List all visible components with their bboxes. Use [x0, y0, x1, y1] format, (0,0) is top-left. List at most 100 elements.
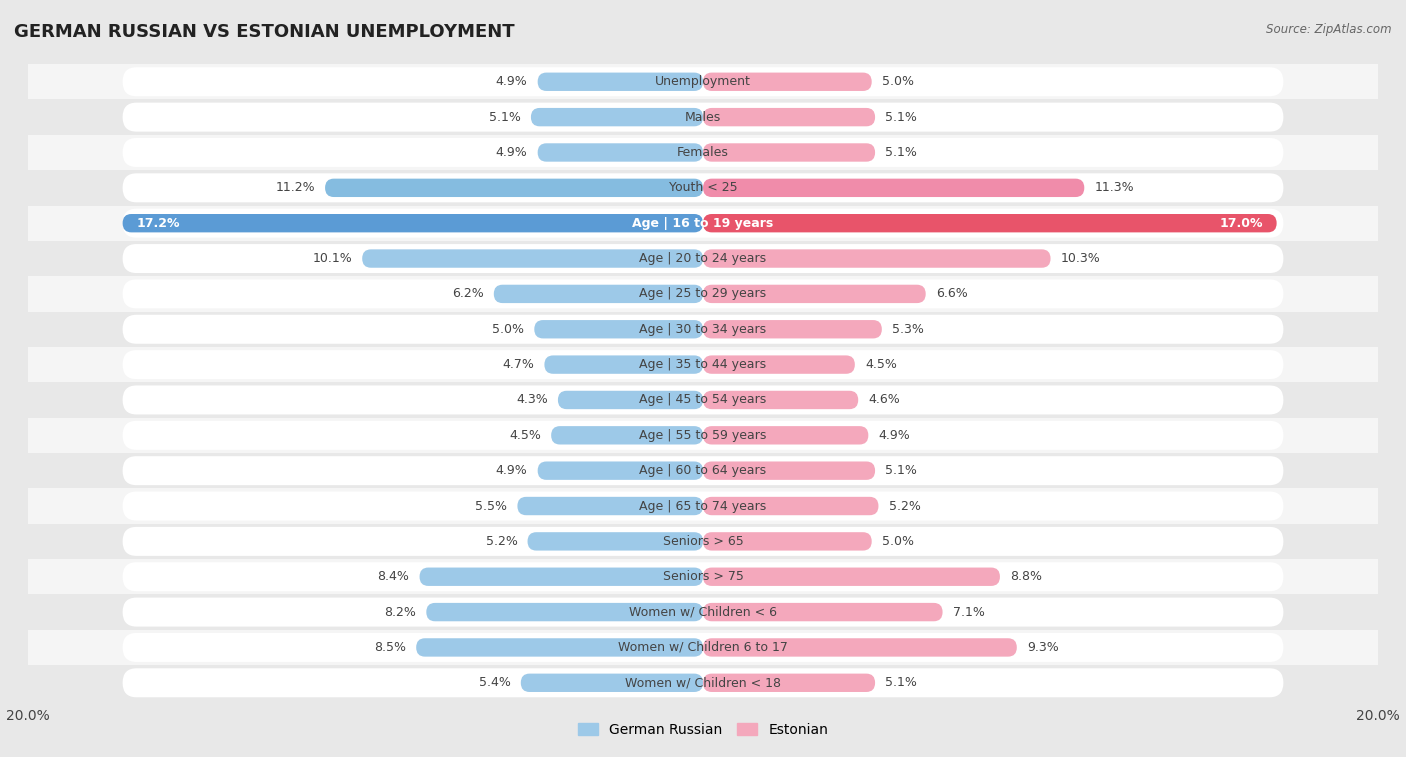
- Bar: [28, 418, 1378, 453]
- FancyBboxPatch shape: [419, 568, 703, 586]
- Bar: [28, 382, 1378, 418]
- Text: 4.5%: 4.5%: [865, 358, 897, 371]
- FancyBboxPatch shape: [703, 568, 1000, 586]
- FancyBboxPatch shape: [544, 356, 703, 374]
- FancyBboxPatch shape: [122, 385, 1284, 415]
- FancyBboxPatch shape: [363, 249, 703, 268]
- FancyBboxPatch shape: [426, 603, 703, 621]
- Bar: [28, 665, 1378, 700]
- FancyBboxPatch shape: [122, 350, 1284, 379]
- Text: 4.9%: 4.9%: [496, 75, 527, 89]
- Bar: [28, 312, 1378, 347]
- Text: Age | 20 to 24 years: Age | 20 to 24 years: [640, 252, 766, 265]
- Bar: [28, 347, 1378, 382]
- FancyBboxPatch shape: [703, 532, 872, 550]
- FancyBboxPatch shape: [703, 73, 872, 91]
- Text: Source: ZipAtlas.com: Source: ZipAtlas.com: [1267, 23, 1392, 36]
- FancyBboxPatch shape: [122, 562, 1284, 591]
- Text: 9.3%: 9.3%: [1026, 641, 1059, 654]
- FancyBboxPatch shape: [703, 179, 1084, 197]
- FancyBboxPatch shape: [122, 67, 1284, 96]
- Text: 8.5%: 8.5%: [374, 641, 406, 654]
- Bar: [28, 99, 1378, 135]
- Bar: [28, 630, 1378, 665]
- FancyBboxPatch shape: [703, 285, 925, 303]
- Bar: [28, 488, 1378, 524]
- FancyBboxPatch shape: [122, 597, 1284, 627]
- Text: Seniors > 65: Seniors > 65: [662, 535, 744, 548]
- Text: 8.4%: 8.4%: [378, 570, 409, 583]
- Bar: [28, 64, 1378, 99]
- Text: Females: Females: [678, 146, 728, 159]
- Text: 5.4%: 5.4%: [479, 676, 510, 690]
- Text: 7.1%: 7.1%: [953, 606, 984, 618]
- FancyBboxPatch shape: [703, 497, 879, 516]
- FancyBboxPatch shape: [122, 279, 1284, 308]
- Text: 8.8%: 8.8%: [1010, 570, 1042, 583]
- Text: 4.7%: 4.7%: [502, 358, 534, 371]
- Text: 17.0%: 17.0%: [1219, 217, 1263, 229]
- Text: 5.0%: 5.0%: [492, 322, 524, 336]
- Text: Males: Males: [685, 111, 721, 123]
- Text: Unemployment: Unemployment: [655, 75, 751, 89]
- Text: 5.1%: 5.1%: [489, 111, 520, 123]
- Text: 6.2%: 6.2%: [451, 288, 484, 301]
- FancyBboxPatch shape: [520, 674, 703, 692]
- FancyBboxPatch shape: [325, 179, 703, 197]
- Text: Age | 30 to 34 years: Age | 30 to 34 years: [640, 322, 766, 336]
- FancyBboxPatch shape: [122, 173, 1284, 202]
- Text: 10.1%: 10.1%: [312, 252, 352, 265]
- Text: 4.9%: 4.9%: [496, 146, 527, 159]
- Text: 5.1%: 5.1%: [886, 146, 917, 159]
- Text: 5.0%: 5.0%: [882, 535, 914, 548]
- Text: Age | 55 to 59 years: Age | 55 to 59 years: [640, 428, 766, 442]
- Bar: [28, 559, 1378, 594]
- FancyBboxPatch shape: [122, 103, 1284, 132]
- FancyBboxPatch shape: [531, 108, 703, 126]
- Text: 4.9%: 4.9%: [496, 464, 527, 477]
- Bar: [28, 524, 1378, 559]
- FancyBboxPatch shape: [494, 285, 703, 303]
- FancyBboxPatch shape: [551, 426, 703, 444]
- Bar: [28, 205, 1378, 241]
- FancyBboxPatch shape: [703, 143, 875, 162]
- FancyBboxPatch shape: [703, 391, 858, 409]
- Text: Age | 16 to 19 years: Age | 16 to 19 years: [633, 217, 773, 229]
- Text: 5.1%: 5.1%: [886, 464, 917, 477]
- Text: 6.6%: 6.6%: [936, 288, 967, 301]
- Text: Age | 60 to 64 years: Age | 60 to 64 years: [640, 464, 766, 477]
- Legend: German Russian, Estonian: German Russian, Estonian: [572, 717, 834, 742]
- Text: 11.3%: 11.3%: [1094, 182, 1135, 195]
- FancyBboxPatch shape: [122, 668, 1284, 697]
- Text: Age | 35 to 44 years: Age | 35 to 44 years: [640, 358, 766, 371]
- Bar: [28, 453, 1378, 488]
- FancyBboxPatch shape: [703, 108, 875, 126]
- FancyBboxPatch shape: [703, 214, 1277, 232]
- Text: 5.1%: 5.1%: [886, 111, 917, 123]
- Text: Age | 25 to 29 years: Age | 25 to 29 years: [640, 288, 766, 301]
- Text: Women w/ Children 6 to 17: Women w/ Children 6 to 17: [619, 641, 787, 654]
- Bar: [28, 594, 1378, 630]
- FancyBboxPatch shape: [122, 209, 1284, 238]
- FancyBboxPatch shape: [703, 462, 875, 480]
- Text: Women w/ Children < 6: Women w/ Children < 6: [628, 606, 778, 618]
- FancyBboxPatch shape: [122, 633, 1284, 662]
- Text: 5.1%: 5.1%: [886, 676, 917, 690]
- Bar: [28, 241, 1378, 276]
- FancyBboxPatch shape: [122, 138, 1284, 167]
- Text: 4.9%: 4.9%: [879, 428, 910, 442]
- Text: 17.2%: 17.2%: [136, 217, 180, 229]
- FancyBboxPatch shape: [703, 674, 875, 692]
- FancyBboxPatch shape: [122, 491, 1284, 521]
- Bar: [28, 170, 1378, 205]
- FancyBboxPatch shape: [416, 638, 703, 656]
- Text: 5.5%: 5.5%: [475, 500, 508, 512]
- Text: 4.6%: 4.6%: [869, 394, 900, 407]
- Text: 5.0%: 5.0%: [882, 75, 914, 89]
- FancyBboxPatch shape: [703, 356, 855, 374]
- FancyBboxPatch shape: [703, 249, 1050, 268]
- Bar: [28, 135, 1378, 170]
- Text: 5.3%: 5.3%: [891, 322, 924, 336]
- Text: 5.2%: 5.2%: [889, 500, 921, 512]
- Text: GERMAN RUSSIAN VS ESTONIAN UNEMPLOYMENT: GERMAN RUSSIAN VS ESTONIAN UNEMPLOYMENT: [14, 23, 515, 41]
